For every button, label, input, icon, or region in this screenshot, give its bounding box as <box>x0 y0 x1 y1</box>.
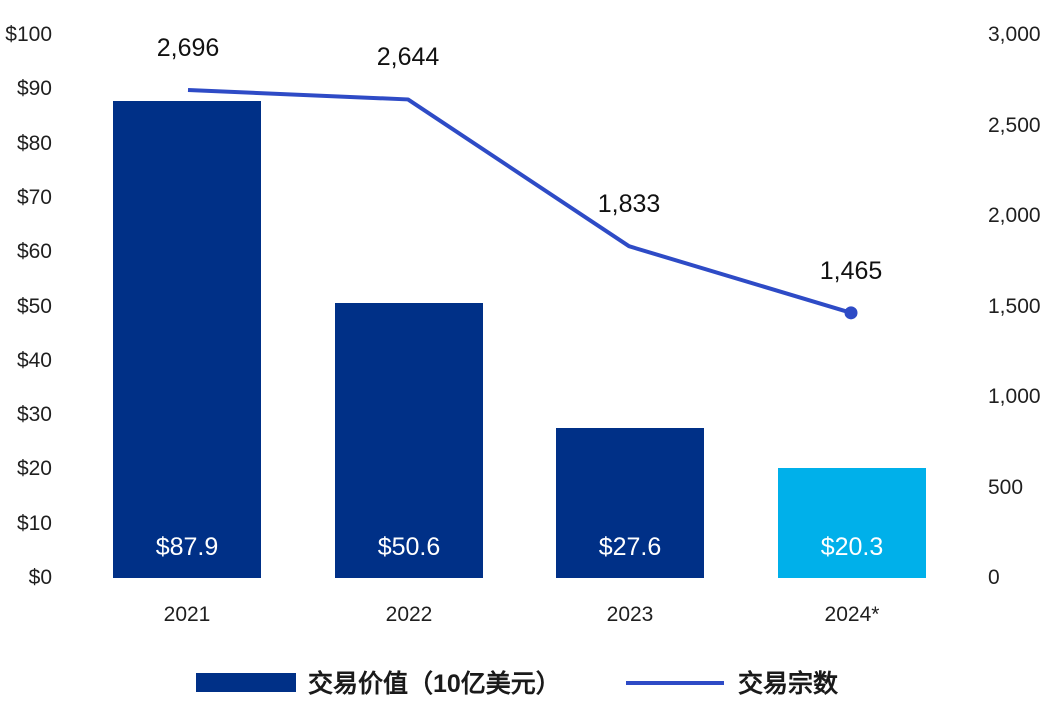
bar-2024: $20.3 <box>778 467 926 578</box>
right-axis-tick: 2,500 <box>988 113 1041 137</box>
right-axis-tick: 500 <box>988 475 1024 499</box>
x-axis-tick: 2021 <box>163 603 211 626</box>
left-axis-tick: $10 <box>16 511 52 535</box>
legend-bar-label: 交易价值（10亿美元） <box>308 670 561 698</box>
right-axis-tick: 0 <box>988 566 1000 589</box>
legend-line-swatch <box>626 681 724 685</box>
left-axis-tick: $30 <box>16 403 52 427</box>
left-axis-tick: $90 <box>16 77 52 101</box>
x-axis-tick: 2024* <box>824 603 880 626</box>
bar-value-label: $27.6 <box>598 532 662 561</box>
left-axis-tick: $40 <box>16 348 52 372</box>
x-axis-tick: 2023 <box>606 603 654 626</box>
right-axis-tick: 3,000 <box>988 23 1041 46</box>
line-point-label: 2,644 <box>376 43 440 72</box>
left-axis-tick: $100 <box>5 23 52 46</box>
bar-value-label: $87.9 <box>155 532 219 561</box>
x-axis-tick: 2022 <box>385 603 433 626</box>
bar-2021: $87.9 <box>113 100 261 578</box>
legend-bar-swatch <box>196 673 296 692</box>
right-axis-tick: 1,500 <box>988 294 1041 318</box>
left-axis-tick: $0 <box>28 566 52 589</box>
bar-value-label: $50.6 <box>377 532 441 561</box>
left-axis-tick: $60 <box>16 240 52 264</box>
right-axis-tick: 2,000 <box>988 204 1041 227</box>
line-end-marker <box>844 306 858 320</box>
left-axis-tick: $80 <box>16 131 52 155</box>
legend: 交易价值（10亿美元） 交易宗数 <box>0 668 1045 708</box>
left-axis-tick: $50 <box>16 294 52 318</box>
bar-2022: $50.6 <box>335 303 483 578</box>
line-point-label: 1,465 <box>819 256 883 285</box>
left-axis-tick: $20 <box>16 457 52 481</box>
line-point-label: 2,696 <box>156 34 220 63</box>
bar-2023: $27.6 <box>556 428 704 578</box>
left-axis-tick: $70 <box>16 185 52 209</box>
legend-line-label: 交易宗数 <box>738 670 839 698</box>
right-axis-tick: 1,000 <box>988 385 1041 408</box>
bar-value-label: $20.3 <box>820 532 884 561</box>
line-point-label: 1,833 <box>597 190 661 219</box>
